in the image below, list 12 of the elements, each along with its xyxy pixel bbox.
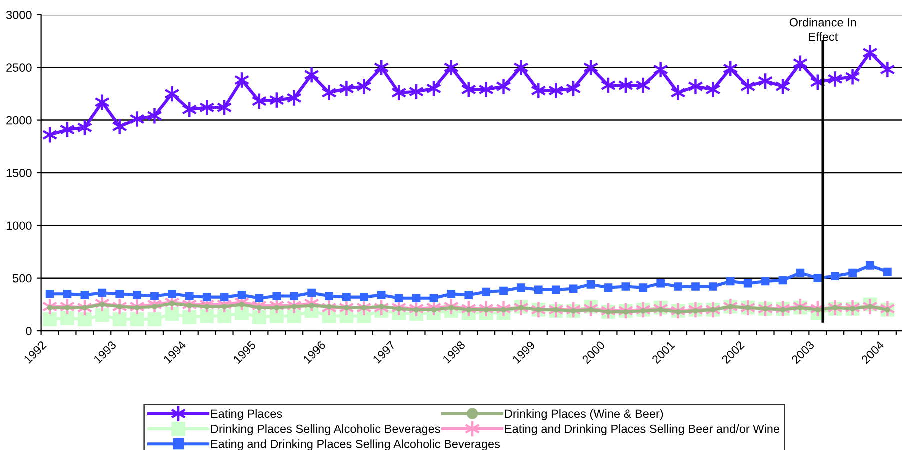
y-tick-label: 2500 bbox=[6, 64, 32, 72]
legend-label: Drinking Places Selling Alcoholic Beverages bbox=[211, 424, 440, 436]
y-tick-label: 0 bbox=[26, 327, 32, 336]
legend-label: Eating and Drinking Places Selling Beer and/or Wine bbox=[505, 424, 780, 436]
y-tick-label: 500 bbox=[13, 274, 32, 283]
y-tick-label: 3000 bbox=[6, 10, 32, 20]
ref-line-label: Ordinance In Effect bbox=[790, 18, 856, 42]
y-tick-label: 2000 bbox=[6, 116, 32, 125]
y-tick-label: 1000 bbox=[6, 222, 32, 230]
legend-label: Eating Places bbox=[211, 409, 282, 420]
legend-label: Drinking Places (Wine & Beer) bbox=[505, 409, 664, 420]
y-tick-label: 1500 bbox=[6, 169, 32, 178]
